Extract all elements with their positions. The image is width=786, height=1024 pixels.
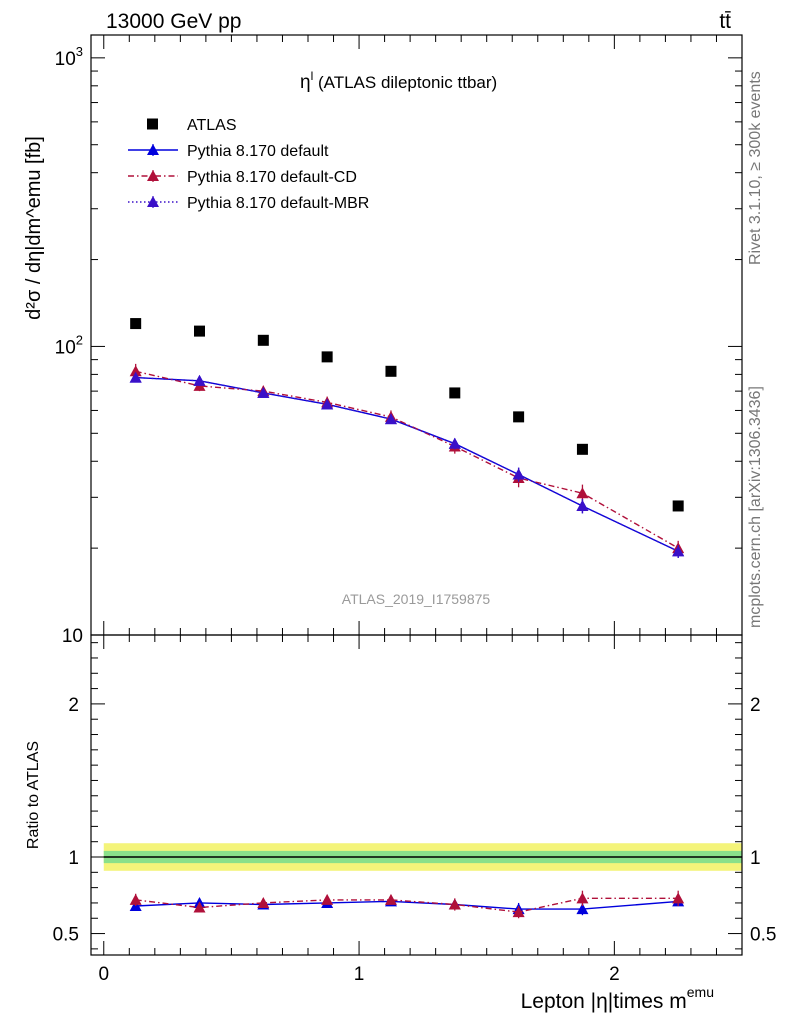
ratio-y-tick-label: 1 (68, 848, 79, 869)
ratio-data-point (672, 892, 685, 904)
main-series-line (135, 370, 679, 549)
plot-title-rest: (ATLAS dileptonic ttbar) (313, 73, 497, 92)
main-y-tick-label: 102 (55, 332, 83, 358)
main-data-point (384, 413, 397, 425)
x-tick-label: 0 (98, 964, 109, 985)
ratio-plot-frame (90, 634, 743, 956)
main-y-tick-label-base: 10 (62, 626, 83, 647)
legend-label: Pythia 8.170 default-CD (187, 169, 357, 186)
main-data-point (513, 411, 525, 423)
plot-title: ηl (ATLAS dileptonic ttbar) (300, 69, 497, 93)
ratio-data-point (384, 893, 397, 905)
main-data-point (194, 325, 205, 337)
ratio-series-line (135, 900, 679, 910)
x-axis-label-sup: emu (687, 984, 714, 1000)
main-data-point (129, 371, 142, 383)
main-data-point (321, 351, 333, 363)
main-data-point (576, 499, 589, 511)
ratio-data-point (512, 906, 525, 918)
main-data-point (129, 365, 142, 377)
main-data-point (130, 318, 142, 330)
x-axis-label: Lepton |η|times memu (521, 984, 714, 1013)
main-data-point (576, 443, 588, 455)
ratio-data-point (129, 893, 142, 905)
ratio-data-point (193, 901, 206, 913)
main-data-point (257, 386, 270, 398)
legend-marker (147, 170, 159, 181)
ratio-data-point (576, 903, 589, 915)
main-data-point (512, 468, 525, 480)
main-y-tick-label-base: 10 (55, 49, 76, 70)
rivet-label: Rivet 3.1.10, ≥ 300k events (747, 71, 764, 265)
main-series-line (135, 376, 679, 552)
ratio-data-point (448, 898, 461, 910)
ratio-y-tick-label: 2 (68, 695, 79, 716)
ratio-y-axis-label: Ratio to ATLAS (25, 741, 42, 849)
ratio-y-tick-label-right: 1 (750, 848, 761, 869)
main-y-tick-label-exp: 2 (76, 332, 83, 347)
ratio-y-tick-label: 0.5 (53, 925, 79, 946)
legend-label: Pythia 8.170 default (187, 143, 329, 160)
legend-marker (147, 196, 159, 207)
legend-marker (147, 118, 158, 130)
analysis-watermark: ATLAS_2019_I1759875 (342, 591, 491, 607)
legend-marker (147, 144, 159, 155)
main-data-point (321, 398, 334, 410)
x-tick-label: 1 (354, 964, 365, 985)
collision-label: 13000 GeV pp (106, 10, 241, 33)
plot-title-sup: l (311, 69, 314, 83)
ratio-data-point (257, 896, 270, 908)
ratio-series-line (135, 897, 679, 913)
main-series-line (135, 376, 679, 552)
x-tick-label: 2 (609, 964, 620, 985)
main-y-tick-label-base: 10 (55, 337, 76, 358)
main-data-point (385, 365, 397, 377)
main-data-point (448, 437, 461, 449)
main-data-point (449, 387, 461, 399)
legend-label: ATLAS (187, 117, 237, 134)
main-data-point (193, 374, 206, 386)
main-y-axis-label: d²σ / dη|dm^emu [fb] (23, 136, 45, 320)
main-data-point (576, 487, 589, 499)
main-data-point (672, 500, 684, 512)
legend-label: Pythia 8.170 default-MBR (187, 195, 369, 212)
plot-title-symbol: η (300, 72, 311, 93)
legend: ATLAS Pythia 8.170 default Pythia 8.170 de… (128, 117, 369, 212)
ratio-plot-panel: 0 1 2 0.5 0.5 1 1 2 2 (53, 634, 776, 985)
main-data-point (257, 334, 269, 346)
ratio-y-tick-label-right: 2 (750, 695, 761, 716)
main-y-tick-label-exp: 3 (76, 44, 83, 59)
ratio-data-point (321, 893, 334, 905)
ratio-y-tick-label-right: 0.5 (750, 925, 776, 946)
process-label: tt̄ (719, 10, 731, 33)
main-data-point (672, 545, 685, 557)
ratio-data-point (576, 892, 589, 904)
x-axis-label-main: Lepton |η|times m (521, 990, 687, 1013)
main-y-tick-label: 103 (55, 44, 83, 70)
mcplots-label: mcplots.cern.ch [arXiv:1306.3436] (747, 386, 764, 628)
main-y-tick-label: 10 (62, 626, 83, 647)
